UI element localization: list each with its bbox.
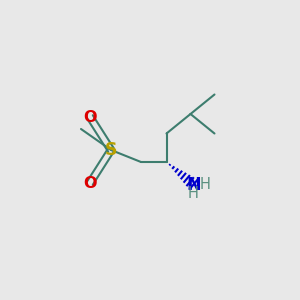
Text: H: H xyxy=(200,177,211,192)
Text: N: N xyxy=(186,176,201,194)
Text: H: H xyxy=(188,186,199,201)
Text: O: O xyxy=(83,110,97,124)
Text: S: S xyxy=(105,141,117,159)
Text: O: O xyxy=(83,176,97,190)
